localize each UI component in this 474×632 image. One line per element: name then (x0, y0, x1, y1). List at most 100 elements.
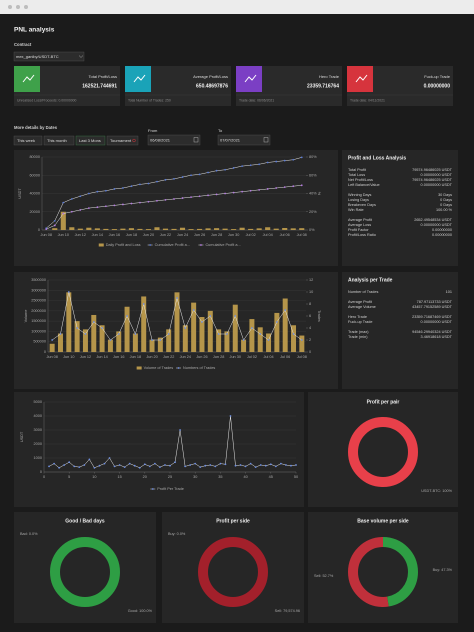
row-label: Average Profit (348, 300, 373, 304)
point (229, 415, 232, 417)
x-tick-label: 5 (68, 475, 70, 479)
filter-button-label[interactable]: Last 3 Mons (79, 138, 101, 143)
slice-label: Bad: 0.0% (20, 532, 38, 536)
line (48, 415, 297, 469)
point (53, 462, 55, 465)
point (226, 333, 228, 335)
point (103, 462, 106, 465)
point (142, 303, 145, 305)
bar (66, 292, 72, 352)
x-tick-label: Jul 08 (297, 355, 307, 359)
x-tick-label: Jun 24 (180, 355, 191, 359)
point (128, 462, 131, 465)
point (130, 202, 133, 205)
point (209, 315, 212, 317)
bar (290, 228, 296, 230)
row-value: 3.46918618 USDT (421, 335, 453, 339)
row-value: 94546.29940324 USDT (412, 330, 453, 334)
y-tick-label: 3000000 (31, 288, 46, 292)
bar (162, 228, 169, 230)
filter-button[interactable] (75, 135, 106, 146)
point (199, 466, 202, 468)
calendar-icon (193, 137, 199, 143)
point (48, 465, 50, 468)
card-title: Total Profit/Loss (89, 74, 117, 79)
y2-tick-label: 0% (309, 228, 315, 232)
filter-button[interactable] (106, 135, 139, 146)
legend-label: Daily Profit and Loss (106, 243, 141, 247)
card-value: 0.00000000 (424, 83, 451, 89)
y2-tick-label: 20% (309, 210, 317, 214)
date-input[interactable] (147, 134, 201, 146)
point (285, 464, 287, 466)
bar (137, 228, 143, 230)
y-tick-label: 2500000 (31, 299, 46, 303)
contract-value[interactable]: mex_ganiby/USDT-BTC (16, 54, 59, 59)
point (201, 321, 203, 323)
row-label: Average Loss (348, 223, 371, 227)
bar (196, 228, 203, 230)
bar (57, 333, 63, 352)
row-value: 79574.96486025 USDT (412, 178, 453, 182)
point (283, 186, 286, 189)
card-footer: Trade date: 06/06/2021 (239, 98, 274, 102)
y2-tick-label: 6 (309, 314, 311, 318)
filter-button-label[interactable]: This week (17, 138, 35, 143)
card-value: 650.48697876 (196, 83, 228, 89)
card-icon (347, 66, 373, 92)
bar (232, 304, 238, 352)
row-value: 0.00000000 USDT (421, 223, 453, 227)
bar (179, 227, 186, 230)
bar (141, 296, 147, 352)
card-icon-glyph (22, 74, 35, 83)
filter-button[interactable] (13, 135, 43, 146)
row-value: 0 Days (440, 198, 452, 202)
bar (257, 327, 263, 352)
filter-button-label[interactable]: Tournament (110, 138, 132, 143)
point (219, 462, 222, 465)
date-input[interactable] (217, 134, 271, 146)
point (78, 466, 81, 468)
contract-select[interactable] (13, 51, 85, 62)
point (269, 463, 272, 466)
y2-tick-label: 4 (309, 326, 311, 330)
point (254, 466, 257, 468)
point (300, 156, 303, 159)
row-label: Trade (min) (348, 335, 368, 339)
bar (145, 229, 152, 230)
bar (188, 229, 194, 230)
browser-bar (0, 0, 474, 14)
bar (205, 228, 211, 230)
point (117, 333, 120, 335)
row-label: Net Profit/Loss (348, 178, 373, 182)
date-value[interactable]: 07/07/2021 (220, 137, 241, 142)
legend-swatch (98, 243, 104, 247)
bar (82, 329, 88, 352)
point (156, 180, 158, 183)
point (164, 178, 167, 181)
legend-label: Profit Per Trade (157, 487, 184, 491)
filter-button[interactable] (43, 135, 75, 146)
point (249, 164, 252, 167)
x-tick-label: Jul 02 (246, 233, 256, 237)
row-value: 79574.96486025 USDT (412, 168, 453, 172)
filter-button-label[interactable]: This month (47, 138, 67, 143)
x-tick-label: Jun 30 (228, 233, 239, 237)
y-tick-label: 500000 (33, 340, 46, 344)
point (167, 333, 170, 335)
point (159, 466, 161, 468)
card-title: Average Profit/Loss (193, 74, 228, 79)
x-tick-label: Jun 14 (92, 233, 103, 237)
point (133, 464, 136, 467)
point (108, 457, 111, 459)
x-tick-label: 50 (294, 475, 298, 479)
card-value: 23359.716764 (307, 83, 339, 89)
point (70, 210, 73, 213)
point (251, 327, 253, 329)
chart-title: Profit per side (216, 518, 250, 524)
date-value[interactable]: 06/08/2021 (150, 137, 171, 142)
point (174, 461, 176, 464)
card-value: 162521.744691 (82, 83, 117, 89)
x-tick-label: 30 (193, 475, 197, 479)
